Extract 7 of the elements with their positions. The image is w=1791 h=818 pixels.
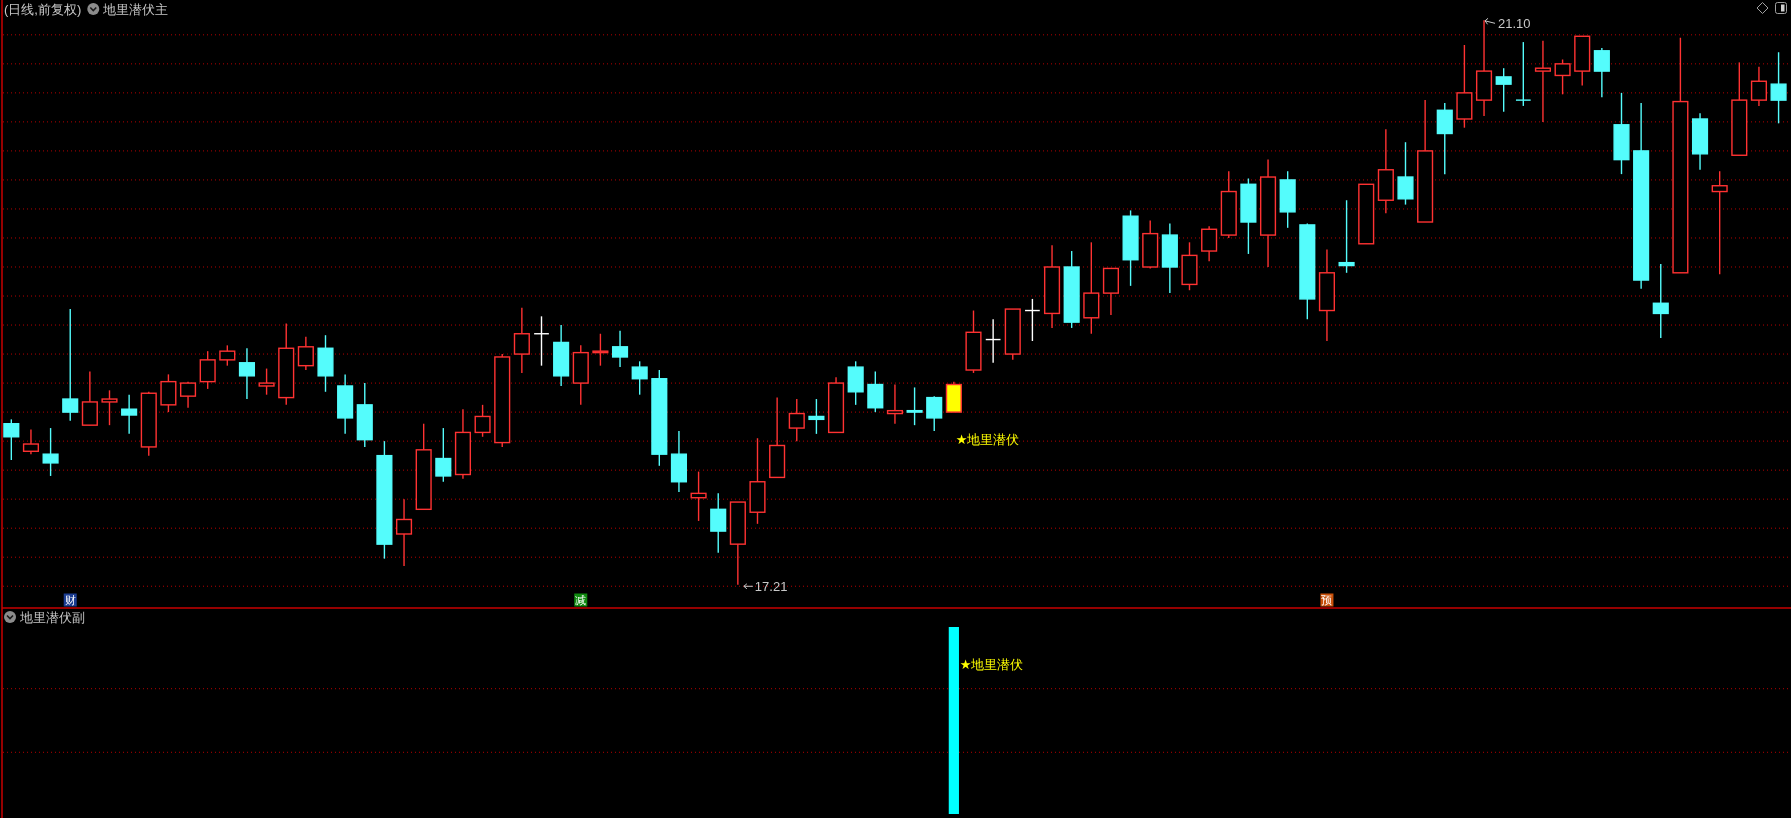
annotation: ★地里潜伏 xyxy=(955,431,1020,447)
chart-title: 地里潜伏副 xyxy=(19,609,85,625)
annotation: 17.21 xyxy=(754,578,788,594)
chart-subtitle: 地里潜伏主 xyxy=(102,1,169,17)
annotation: 21.10 xyxy=(1498,16,1531,32)
annotation: ★地里潜伏 xyxy=(959,656,1024,672)
chart-title: (日线,前复权) xyxy=(4,1,82,17)
